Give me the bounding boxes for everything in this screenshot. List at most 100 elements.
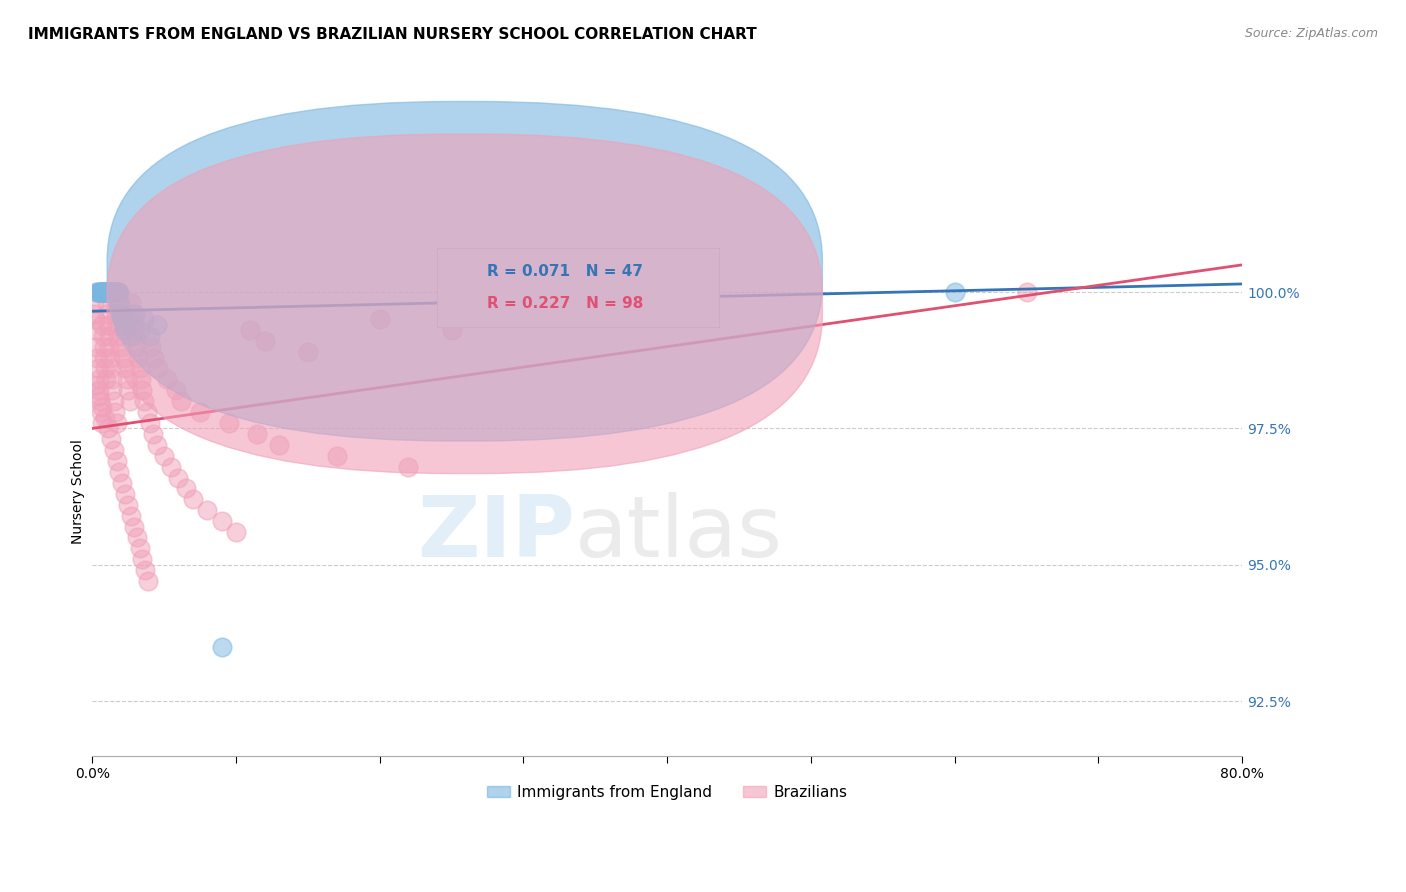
- Point: [143, 351, 166, 365]
- Point: [136, 574, 159, 588]
- Point: [104, 285, 127, 300]
- Point: [93, 340, 115, 354]
- Point: [132, 312, 155, 326]
- Point: [122, 519, 145, 533]
- Point: [153, 449, 176, 463]
- Point: [96, 307, 118, 321]
- Point: [368, 312, 391, 326]
- Point: [132, 394, 155, 409]
- Point: [89, 285, 111, 300]
- Point: [104, 405, 127, 419]
- Point: [125, 531, 148, 545]
- Point: [125, 340, 148, 354]
- Point: [90, 405, 112, 419]
- Point: [97, 285, 120, 300]
- Point: [138, 328, 160, 343]
- Point: [139, 340, 162, 354]
- Text: atlas: atlas: [575, 492, 783, 575]
- Point: [218, 416, 240, 430]
- Text: IMMIGRANTS FROM ENGLAND VS BRAZILIAN NURSERY SCHOOL CORRELATION CHART: IMMIGRANTS FROM ENGLAND VS BRAZILIAN NUR…: [28, 27, 756, 42]
- Point: [111, 475, 134, 490]
- Point: [103, 285, 125, 300]
- Point: [101, 384, 124, 398]
- Text: R = 0.227   N = 98: R = 0.227 N = 98: [486, 296, 643, 311]
- Point: [131, 552, 153, 566]
- Point: [114, 361, 136, 376]
- Point: [112, 351, 135, 365]
- Text: Source: ZipAtlas.com: Source: ZipAtlas.com: [1244, 27, 1378, 40]
- Point: [110, 328, 132, 343]
- Text: R = 0.071   N = 47: R = 0.071 N = 47: [486, 264, 643, 278]
- Point: [120, 508, 142, 523]
- Point: [188, 405, 211, 419]
- Point: [146, 438, 169, 452]
- Point: [112, 312, 135, 326]
- Point: [105, 285, 128, 300]
- Point: [239, 323, 262, 337]
- Point: [89, 285, 111, 300]
- Point: [267, 438, 290, 452]
- Point: [83, 296, 105, 310]
- Point: [98, 285, 121, 300]
- Point: [211, 640, 233, 654]
- Point: [120, 328, 142, 343]
- Point: [93, 351, 115, 365]
- FancyBboxPatch shape: [107, 134, 823, 474]
- Point: [167, 470, 190, 484]
- Point: [253, 334, 276, 349]
- Point: [142, 426, 165, 441]
- Point: [97, 421, 120, 435]
- Point: [101, 285, 124, 300]
- Point: [138, 416, 160, 430]
- Point: [135, 405, 157, 419]
- Point: [112, 323, 135, 337]
- Point: [1015, 285, 1038, 300]
- Legend: Immigrants from England, Brazilians: Immigrants from England, Brazilians: [481, 779, 853, 806]
- Point: [104, 285, 127, 300]
- Point: [128, 323, 150, 337]
- Point: [117, 384, 139, 398]
- Point: [107, 307, 129, 321]
- Point: [108, 296, 131, 310]
- Point: [94, 410, 117, 425]
- FancyBboxPatch shape: [107, 102, 823, 441]
- Point: [90, 285, 112, 300]
- Point: [86, 377, 108, 392]
- Point: [101, 285, 124, 300]
- Point: [114, 318, 136, 332]
- Point: [103, 394, 125, 409]
- Point: [110, 296, 132, 310]
- Point: [96, 285, 118, 300]
- Point: [90, 285, 112, 300]
- Point: [89, 394, 111, 409]
- Point: [246, 426, 269, 441]
- Point: [134, 563, 156, 577]
- Point: [325, 449, 347, 463]
- Point: [100, 433, 122, 447]
- Point: [440, 323, 463, 337]
- Point: [94, 285, 117, 300]
- Point: [118, 394, 141, 409]
- Point: [108, 465, 131, 479]
- Point: [124, 307, 146, 321]
- Point: [107, 285, 129, 300]
- Point: [211, 514, 233, 528]
- Point: [131, 384, 153, 398]
- Point: [87, 285, 110, 300]
- Point: [98, 340, 121, 354]
- Point: [120, 296, 142, 310]
- Point: [100, 372, 122, 386]
- Point: [83, 307, 105, 321]
- Point: [943, 285, 966, 300]
- Point: [105, 285, 128, 300]
- Point: [174, 482, 197, 496]
- Point: [103, 443, 125, 458]
- Point: [165, 384, 187, 398]
- Point: [122, 318, 145, 332]
- Point: [124, 328, 146, 343]
- Point: [170, 394, 193, 409]
- Point: [84, 312, 107, 326]
- Point: [297, 345, 319, 359]
- Point: [105, 416, 128, 430]
- Point: [156, 372, 179, 386]
